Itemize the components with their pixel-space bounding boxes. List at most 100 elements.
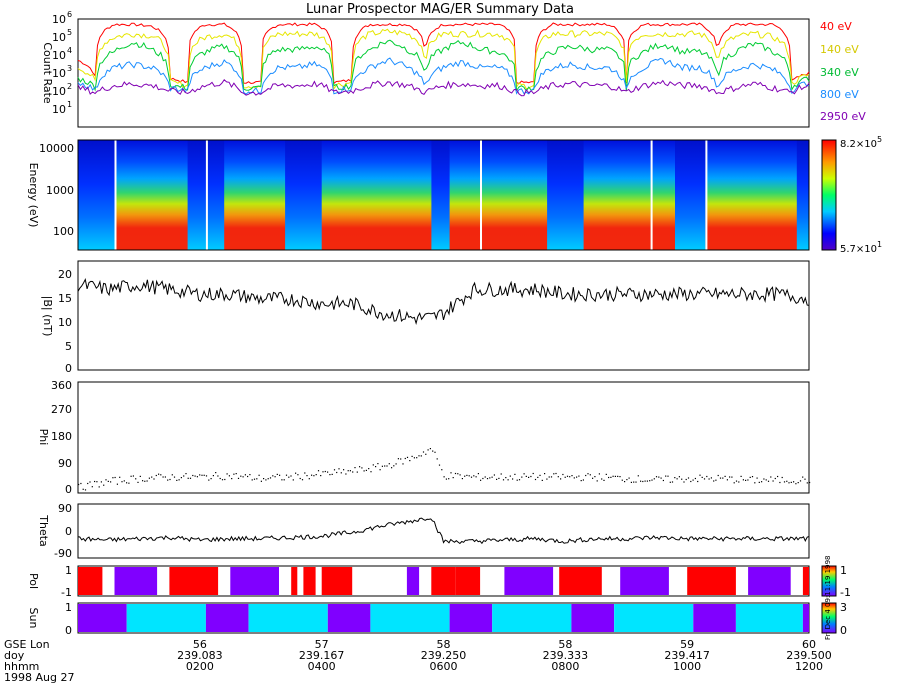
phi-point (370, 471, 372, 473)
phi-point (601, 478, 603, 480)
pol-cbar-tick-neg1: -1 (840, 586, 851, 599)
figure-title: Lunar Prospector MAG/ER Summary Data (306, 2, 574, 17)
phi-point (112, 477, 114, 479)
phi-point (242, 476, 244, 478)
phi-point (758, 481, 760, 483)
phi-point (429, 448, 431, 450)
phi-point (733, 482, 735, 484)
phi-point (347, 470, 349, 472)
bmag-panel: 20 15 10 5 0 |B| (nT) (41, 260, 810, 375)
phi-point (546, 478, 548, 480)
phi-point (100, 481, 102, 483)
phi-point (571, 475, 573, 477)
phi-tick-90: 90 (58, 457, 72, 470)
phi-point (610, 476, 612, 478)
x-axis: GSE Lon doy hhmm 1998 Aug 27 56239.08302… (4, 638, 832, 684)
phi-point (176, 479, 178, 481)
phi-point (507, 479, 509, 481)
phi-point (790, 481, 792, 483)
phi-point (582, 479, 584, 481)
phi-point (642, 480, 644, 483)
phi-point (491, 476, 493, 478)
phi-point (653, 478, 655, 480)
phi-point (384, 465, 386, 467)
count-rate-lines (77, 22, 810, 97)
phi-point (441, 469, 443, 471)
legend-340ev: 340 eV (820, 66, 859, 79)
sun-cbar-tick-3: 3 (840, 601, 847, 614)
phi-tick-180: 180 (51, 430, 72, 443)
phi-point (135, 478, 137, 480)
phi-point (799, 480, 802, 482)
phi-point (731, 476, 733, 478)
count-tick-exponent: 2 (67, 82, 72, 91)
phi-point (438, 464, 441, 466)
phi-point (377, 463, 379, 465)
phi-point (706, 475, 708, 478)
phi-point (251, 479, 253, 481)
phi-point (541, 479, 543, 481)
phi-point (671, 481, 674, 483)
pol-bar-negative (620, 567, 669, 595)
x-tick-lon: 56 (193, 638, 207, 651)
spectrogram-data-gap (205, 140, 208, 250)
phi-point (324, 470, 326, 473)
phi-point (375, 466, 377, 468)
phi-point (788, 482, 790, 484)
sun-bar-lit (614, 604, 694, 632)
count-tick-label: 10 (52, 85, 66, 98)
x-tick-doy: 239.250 (421, 649, 467, 662)
phi-point (448, 478, 450, 480)
phi-point (107, 480, 109, 482)
sun-bar-lit (370, 604, 450, 632)
phi-point (333, 469, 336, 471)
pol-bar-positive (687, 567, 736, 595)
phi-point (329, 474, 331, 476)
phi-point (630, 481, 632, 483)
phi-point (669, 481, 671, 483)
spectrogram-daylit-block (705, 140, 797, 250)
x-tick-lon: 59 (680, 638, 694, 651)
x-row-label-doy: doy (4, 649, 25, 662)
phi-point (249, 474, 251, 476)
phi-point (678, 476, 680, 478)
sun-bar-lit (735, 604, 803, 632)
phi-point (569, 476, 571, 478)
phi-point (194, 475, 196, 477)
phi-point (219, 477, 221, 480)
phi-point (308, 478, 310, 480)
phi-point (738, 481, 740, 483)
phi-point (624, 481, 626, 483)
phi-point (537, 476, 539, 478)
phi-point (253, 478, 256, 480)
phi-point (806, 482, 808, 484)
theta-panel: 90 0 -90 Theta (37, 502, 810, 560)
energy-tick-10000: 10000 (39, 142, 74, 155)
phi-point (685, 478, 687, 481)
bmag-tick-10: 10 (58, 316, 72, 329)
phi-point (729, 476, 731, 478)
phi-point (687, 477, 690, 479)
phi-point (658, 476, 660, 478)
pol-tick-neg1: -1 (61, 586, 72, 599)
phi-point (78, 483, 80, 486)
phi-point (349, 470, 351, 472)
phi-point (409, 460, 411, 462)
phi-point (660, 477, 662, 479)
phi-point (564, 476, 566, 478)
generation-timestamp: Fri Dec 4 09:11:19 1998 (824, 556, 832, 641)
phi-frame (77, 381, 810, 494)
energy-background (78, 140, 809, 250)
phi-point (772, 480, 774, 482)
x-tick-lon: 58 (558, 638, 572, 651)
phi-point (343, 469, 345, 471)
x-tick-doy: 239.417 (664, 649, 710, 662)
phi-point (359, 466, 361, 468)
phi-point (608, 476, 610, 479)
phi-point (614, 475, 616, 477)
phi-point (459, 474, 461, 476)
phi-point (676, 478, 678, 480)
phi-point (89, 481, 91, 483)
phi-point (217, 475, 219, 477)
